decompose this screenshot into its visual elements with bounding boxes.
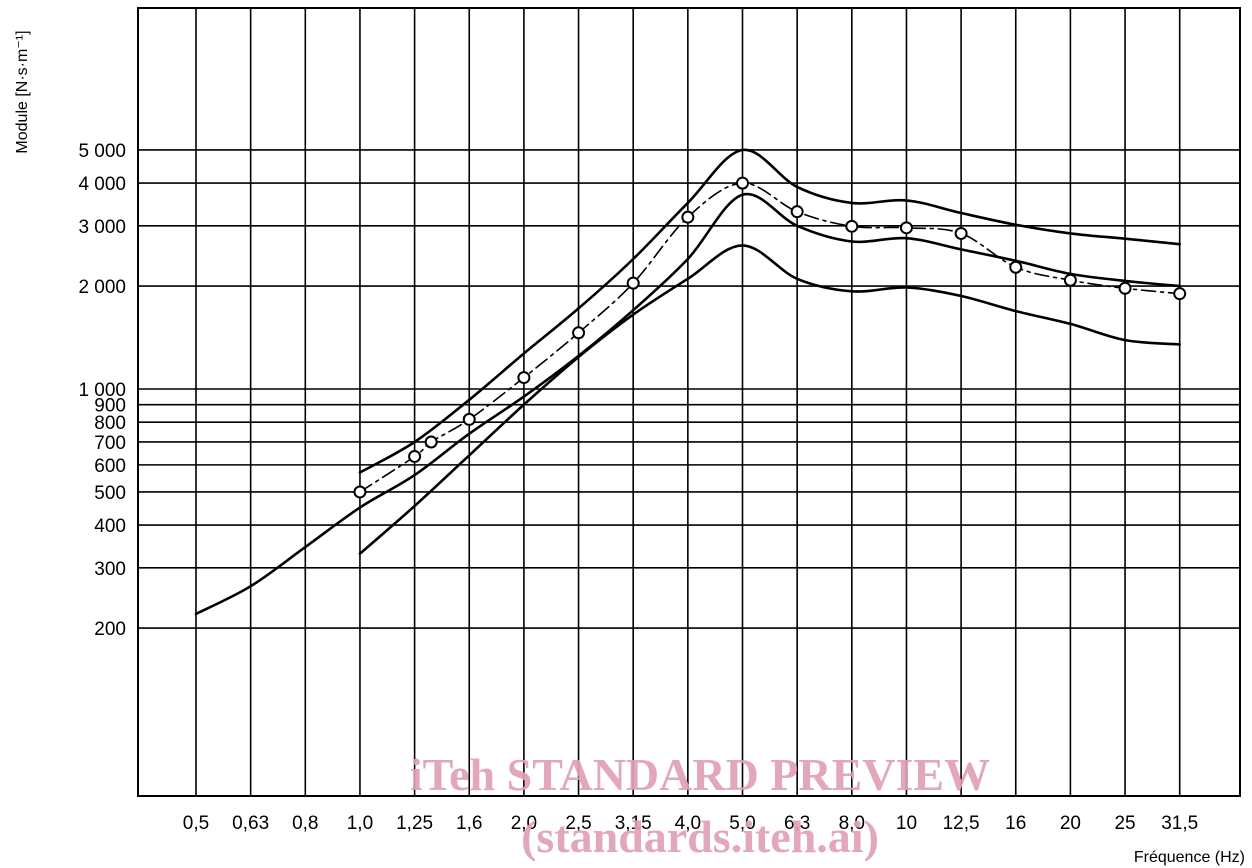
x-tick-label: 0,5 xyxy=(183,813,209,834)
y-tick-label: 500 xyxy=(94,483,126,504)
data-point xyxy=(1173,287,1187,301)
x-tick-label: 6,3 xyxy=(784,813,810,834)
data-point xyxy=(899,221,913,235)
data-point xyxy=(790,205,804,219)
x-tick-label: 8,0 xyxy=(839,813,865,834)
y-tick-label: 2 000 xyxy=(78,277,126,298)
watermark-line-2: (standards.iteh.ai) xyxy=(521,811,879,862)
y-tick-label: 5 000 xyxy=(78,141,126,162)
x-tick-label: 5,0 xyxy=(729,813,755,834)
y-tick-label: 800 xyxy=(94,413,126,434)
series-line-measured xyxy=(359,182,1181,493)
y-tick-label: 300 xyxy=(94,559,126,580)
data-point xyxy=(736,176,749,190)
x-tick-label: 10 xyxy=(896,813,917,834)
data-point xyxy=(408,449,422,463)
x-tick-label: 0,8 xyxy=(292,813,318,834)
y-tick-label: 900 xyxy=(94,396,126,417)
y-tick-label: 700 xyxy=(94,433,126,454)
data-point xyxy=(845,219,859,233)
x-tick-label: 4,0 xyxy=(675,813,701,834)
x-tick-label: 0,63 xyxy=(232,813,269,834)
y-tick-label: 600 xyxy=(94,456,126,477)
x-tick-label: 2,0 xyxy=(511,813,537,834)
x-tick-label: 20 xyxy=(1060,813,1081,834)
data-point xyxy=(626,276,640,290)
x-tick-label: 25 xyxy=(1114,813,1135,834)
data-point xyxy=(462,412,476,426)
data-point xyxy=(353,485,367,499)
watermark-line-1: iTeh STANDARD PREVIEW xyxy=(410,749,990,800)
x-tick-label: 31,5 xyxy=(1161,813,1198,834)
data-point xyxy=(517,371,531,385)
y-tick-label: 3 000 xyxy=(78,217,126,238)
x-tick-label: 16 xyxy=(1005,813,1026,834)
x-axis-label: Fréquence (Hz) xyxy=(1134,849,1245,866)
series-line-3 xyxy=(358,244,1181,555)
data-point xyxy=(1118,281,1132,295)
y-axis-label: Module [N·s·m⁻¹] xyxy=(14,30,31,153)
series-line-1 xyxy=(194,192,1181,616)
y-tick-label: 400 xyxy=(94,516,126,537)
x-tick-label: 2,5 xyxy=(565,813,591,834)
y-tick-label: 1 000 xyxy=(78,380,126,401)
y-tick-label: 200 xyxy=(94,619,126,640)
data-point xyxy=(424,435,438,449)
x-tick-label: 12,5 xyxy=(943,813,980,834)
y-tick-label: 4 000 xyxy=(78,174,126,195)
grid xyxy=(137,7,1241,797)
x-tick-label: 1,0 xyxy=(347,813,373,834)
plot-frame xyxy=(137,7,1241,797)
data-point xyxy=(1063,273,1077,287)
x-tick-label: 1,6 xyxy=(456,813,482,834)
data-point xyxy=(681,210,695,224)
x-tick-labels: 0,5 0,63 0,8 1,0 1,25 1,6 2,0 2,5 3,15 4,0 5,0 6,3 8… xyxy=(183,813,1198,834)
series-group xyxy=(194,148,1181,616)
data-point xyxy=(572,326,586,340)
series-line-2 xyxy=(358,148,1181,474)
x-tick-label: 1,25 xyxy=(396,813,433,834)
data-point xyxy=(954,226,968,240)
data-point xyxy=(1009,260,1023,274)
markers-group xyxy=(353,176,1187,499)
x-tick-label: 3,15 xyxy=(615,813,652,834)
